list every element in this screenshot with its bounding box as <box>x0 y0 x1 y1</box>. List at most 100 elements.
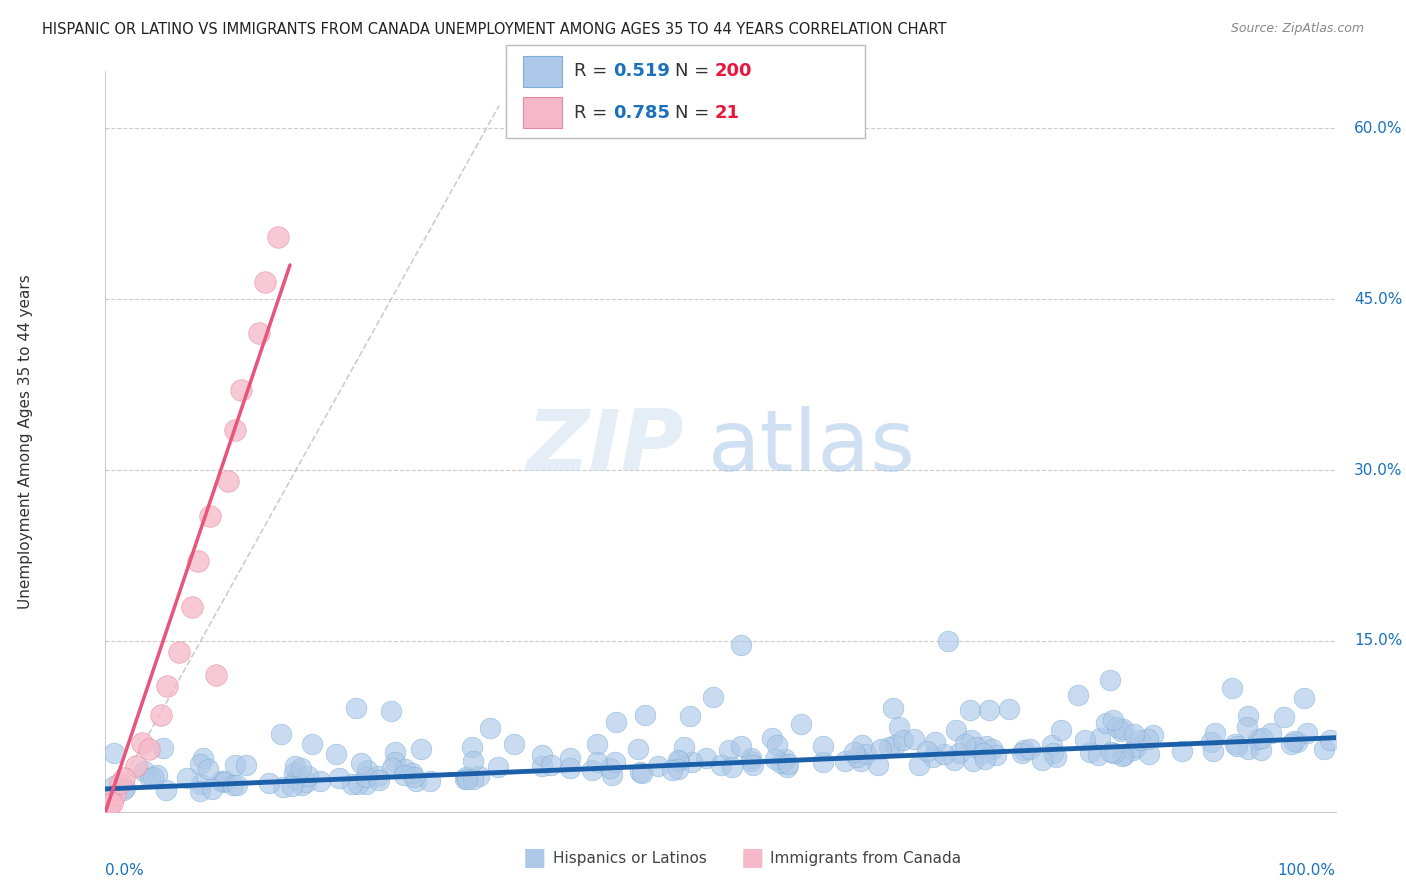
Point <box>394 762 416 776</box>
Point <box>603 755 626 769</box>
Point <box>1279 737 1302 751</box>
Point <box>558 761 581 775</box>
Point <box>1114 748 1136 763</box>
Point <box>778 756 800 771</box>
Text: atlas: atlas <box>709 406 917 489</box>
Point <box>1142 728 1164 742</box>
Point <box>347 777 370 791</box>
Point <box>1049 723 1071 738</box>
Point <box>103 746 125 760</box>
Point <box>678 709 700 723</box>
Point <box>169 645 191 659</box>
Point <box>354 770 377 784</box>
Point <box>530 759 553 773</box>
Point <box>959 732 981 747</box>
Point <box>125 759 148 773</box>
Point <box>225 778 247 792</box>
Point <box>1250 743 1272 757</box>
Point <box>870 742 893 756</box>
Text: Unemployment Among Ages 35 to 44 years: Unemployment Among Ages 35 to 44 years <box>18 274 32 609</box>
Point <box>740 751 762 765</box>
Point <box>463 772 485 786</box>
Point <box>1067 688 1090 702</box>
Point <box>283 766 305 780</box>
Point <box>998 702 1021 716</box>
Point <box>1107 720 1129 734</box>
Point <box>201 781 224 796</box>
Point <box>218 475 240 489</box>
Point <box>456 772 478 787</box>
Point <box>1237 709 1260 723</box>
Point <box>344 700 367 714</box>
Point <box>882 701 904 715</box>
Point <box>1098 673 1121 687</box>
Point <box>695 751 717 765</box>
Point <box>486 759 509 773</box>
Point <box>224 423 246 437</box>
Point <box>666 753 689 767</box>
Point <box>955 737 977 751</box>
Point <box>730 739 752 754</box>
Point <box>770 756 793 770</box>
Point <box>581 763 603 777</box>
Point <box>325 747 347 761</box>
Point <box>647 759 669 773</box>
Point <box>558 751 581 765</box>
Point <box>721 760 744 774</box>
Point <box>222 778 245 792</box>
Point <box>224 757 246 772</box>
Point <box>290 761 312 775</box>
Point <box>1285 735 1308 749</box>
Point <box>1236 720 1258 734</box>
Point <box>114 780 136 795</box>
Point <box>811 739 834 753</box>
Point <box>1095 715 1118 730</box>
Point <box>903 731 925 746</box>
Point <box>384 745 406 759</box>
Point <box>634 707 657 722</box>
Point <box>883 738 905 752</box>
Point <box>1204 726 1226 740</box>
Text: 0.519: 0.519 <box>613 62 669 80</box>
Point <box>811 755 834 769</box>
Point <box>1087 747 1109 762</box>
Point <box>110 776 132 790</box>
Point <box>198 508 221 523</box>
Point <box>139 771 162 785</box>
Point <box>1112 722 1135 736</box>
Point <box>540 758 562 772</box>
Point <box>100 796 122 810</box>
Point <box>1251 731 1274 745</box>
Point <box>180 599 202 614</box>
Point <box>855 747 877 761</box>
Point <box>586 755 609 769</box>
Point <box>454 772 477 786</box>
Point <box>1012 743 1035 757</box>
Point <box>1042 738 1064 752</box>
Point <box>668 754 690 768</box>
Point <box>666 762 689 776</box>
Point <box>1199 735 1222 749</box>
Point <box>924 735 946 749</box>
Point <box>188 756 211 771</box>
Text: 60.0%: 60.0% <box>1354 120 1403 136</box>
Point <box>891 733 914 747</box>
Text: Source: ZipAtlas.com: Source: ZipAtlas.com <box>1230 22 1364 36</box>
Point <box>155 783 177 797</box>
Point <box>367 769 389 783</box>
Point <box>1102 746 1125 760</box>
Text: Immigrants from Canada: Immigrants from Canada <box>770 851 962 865</box>
Point <box>1080 745 1102 759</box>
Point <box>380 704 402 718</box>
Point <box>681 755 703 769</box>
Point <box>229 384 252 398</box>
Point <box>479 721 502 735</box>
Point <box>257 776 280 790</box>
Point <box>974 752 997 766</box>
Point <box>766 738 789 752</box>
Point <box>980 742 1002 756</box>
Point <box>1272 710 1295 724</box>
Point <box>176 771 198 785</box>
Point <box>1011 746 1033 760</box>
Point <box>460 739 482 754</box>
